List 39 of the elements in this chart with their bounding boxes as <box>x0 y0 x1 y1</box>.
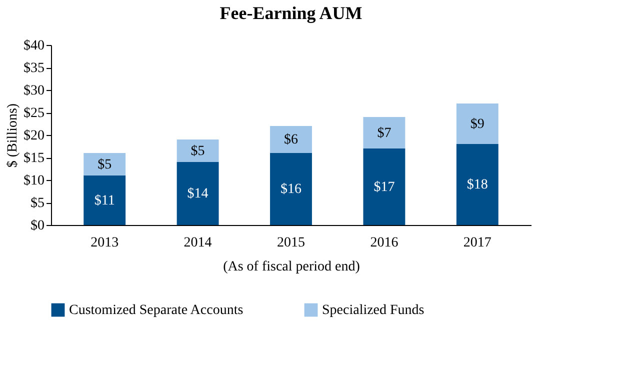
x-tick-label: 2014 <box>184 236 212 250</box>
y-tick-label: $30 <box>24 84 44 98</box>
bar <box>84 153 126 176</box>
y-tick-label: $40 <box>24 38 44 54</box>
data-label: $18 <box>466 178 488 192</box>
x-tick-label: 2015 <box>277 236 305 250</box>
y-tick-label: $20 <box>24 128 44 144</box>
y-tick-label: $25 <box>24 106 44 121</box>
bar <box>270 126 312 153</box>
y-axis-title: $ (Billions) <box>6 103 20 168</box>
bar <box>176 140 219 162</box>
x-axis-title: (As of fiscal period end) <box>223 260 360 274</box>
y-tick-label: $35 <box>24 61 44 76</box>
x-tick-label: 2016 <box>370 236 398 250</box>
data-label: $5 <box>190 144 205 159</box>
data-label: $6 <box>284 132 298 148</box>
bar <box>363 117 406 148</box>
x-tick-label: 2017 <box>463 236 492 250</box>
bar <box>270 153 312 225</box>
data-label: $17 <box>374 180 395 195</box>
bar <box>176 162 219 225</box>
data-label: $5 <box>98 157 112 172</box>
data-label: $9 <box>470 116 484 132</box>
y-tick-label: $0 <box>30 218 44 234</box>
bar <box>363 148 406 225</box>
x-tick-label: 2013 <box>90 236 119 250</box>
chart-title: Fee-Earning AUM <box>220 3 362 23</box>
data-label: $11 <box>94 193 115 208</box>
legend-label: Customized Separate Accounts <box>69 303 244 318</box>
legend-label: Specialized Funds <box>322 303 424 318</box>
y-tick-label: $15 <box>24 151 44 166</box>
data-label: $7 <box>377 126 392 141</box>
data-label: $14 <box>187 186 208 202</box>
y-tick-label: $10 <box>24 174 44 188</box>
bar <box>456 104 498 144</box>
bar <box>456 144 498 225</box>
y-tick-label: $5 <box>30 196 44 211</box>
bar <box>84 176 126 225</box>
data-label: $16 <box>280 182 302 197</box>
